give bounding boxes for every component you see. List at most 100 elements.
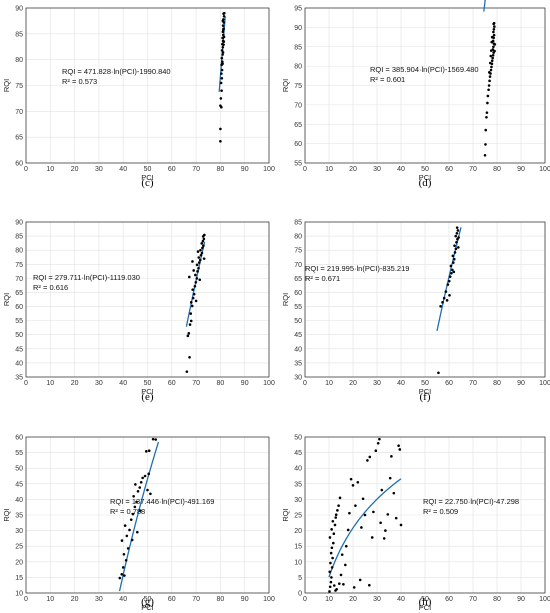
data-point: [128, 528, 131, 532]
y-tick-label: 50: [15, 332, 23, 339]
x-tick-label: 70: [192, 166, 200, 173]
data-point: [199, 253, 203, 257]
data-point: [143, 474, 147, 478]
y-tick-label: 85: [15, 31, 23, 38]
y-tick-label: 30: [294, 375, 302, 382]
data-point: [125, 534, 129, 538]
data-point: [221, 30, 225, 34]
data-point: [484, 143, 487, 146]
x-tick-label: 60: [445, 380, 453, 387]
y-axis-label: RQI: [2, 508, 11, 521]
x-tick-label: 20: [349, 166, 357, 173]
data-point: [123, 524, 127, 527]
x-tick-label: 10: [46, 596, 54, 603]
x-tick-label: 90: [517, 596, 525, 603]
data-point: [445, 299, 449, 302]
data-point: [130, 538, 134, 542]
x-tick-label: 60: [168, 380, 176, 387]
data-point: [221, 53, 224, 56]
data-point: [448, 275, 452, 278]
data-point: [189, 301, 193, 304]
data-point: [488, 79, 491, 83]
r-squared-label: R² = 0.788: [110, 507, 145, 516]
y-tick-label: 45: [15, 346, 23, 353]
x-tick-label: 0: [24, 380, 28, 387]
data-point: [344, 563, 347, 567]
y-tick-label: 70: [294, 262, 302, 269]
data-point: [219, 81, 223, 85]
y-tick-label: 0: [298, 591, 302, 598]
data-point: [489, 54, 493, 58]
data-point: [200, 242, 203, 245]
x-tick-label: 0: [24, 166, 28, 173]
data-point: [455, 231, 459, 235]
data-point: [120, 539, 124, 542]
data-point: [346, 528, 350, 532]
data-point: [492, 21, 496, 25]
data-point: [126, 547, 130, 550]
data-point: [376, 441, 380, 445]
x-tick-label: 30: [95, 380, 103, 387]
x-tick-label: 0: [303, 380, 307, 387]
x-tick-label: 100: [263, 380, 275, 387]
data-point: [328, 590, 331, 593]
x-tick-label: 60: [445, 596, 453, 603]
data-point: [192, 269, 195, 272]
y-tick-label: 90: [294, 25, 302, 32]
x-tick-label: 50: [144, 166, 152, 173]
x-tick-label: 0: [24, 596, 28, 603]
data-point: [488, 71, 491, 74]
data-point: [356, 480, 360, 484]
data-point: [489, 68, 493, 72]
y-tick-label: 75: [294, 248, 302, 255]
data-point: [202, 257, 206, 260]
data-point: [339, 573, 343, 577]
x-tick-label: 80: [217, 166, 225, 173]
data-point: [201, 239, 205, 243]
data-point: [188, 355, 191, 359]
y-tick-label: 40: [294, 466, 302, 473]
x-tick-label: 70: [469, 596, 477, 603]
y-tick-label: 50: [294, 435, 302, 442]
x-tick-label: 90: [517, 166, 525, 173]
data-point: [492, 45, 495, 49]
data-point: [332, 532, 336, 536]
chart-panel: 0 10 20 30 40 50 60 70 80 90 100 35 40 45 50 55 60 65 70 75…: [2, 220, 275, 404]
y-tick-label: 60: [294, 141, 302, 148]
data-point: [191, 260, 194, 263]
y-tick-label: 55: [294, 161, 302, 168]
data-point: [382, 537, 386, 540]
x-tick-label: 60: [168, 596, 176, 603]
data-point: [222, 43, 225, 46]
data-point: [131, 512, 135, 516]
data-point: [342, 582, 345, 586]
data-point: [222, 28, 225, 32]
data-point: [352, 586, 356, 589]
data-point: [330, 546, 334, 550]
data-point: [196, 270, 199, 273]
data-point: [147, 472, 151, 476]
data-point: [220, 76, 224, 80]
data-point: [372, 510, 375, 514]
data-point: [129, 518, 133, 521]
data-point: [452, 261, 455, 264]
data-point: [455, 240, 458, 244]
data-point: [132, 494, 135, 498]
y-tick-label: 80: [15, 57, 23, 64]
x-axis-label: PCI: [419, 603, 432, 612]
r-squared-label: R² = 0.509: [423, 507, 458, 516]
data-point: [485, 111, 489, 114]
data-point: [187, 332, 191, 335]
x-tick-label: 40: [397, 166, 405, 173]
data-point: [487, 88, 490, 92]
data-point: [489, 49, 493, 52]
x-tick-label: 100: [539, 596, 550, 603]
plot-frame: [304, 436, 546, 594]
y-tick-label: 95: [294, 6, 302, 13]
data-point: [197, 261, 201, 264]
data-point: [123, 574, 126, 577]
y-tick-label: 35: [294, 360, 302, 367]
data-point: [332, 584, 336, 587]
data-point: [141, 476, 144, 480]
y-tick-label: 40: [294, 346, 302, 353]
